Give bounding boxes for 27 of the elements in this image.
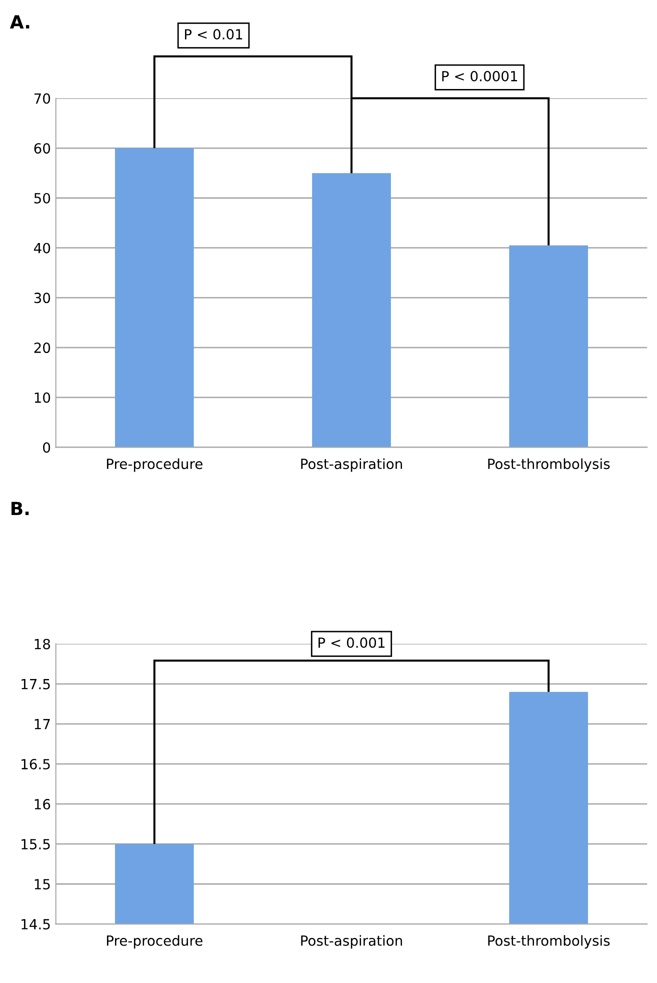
y-tick-label: 20 bbox=[34, 342, 50, 354]
text: P < 0.0001 bbox=[442, 70, 518, 82]
y-tick-label: 16.5 bbox=[22, 758, 50, 770]
x-tick-label: Pre-procedure bbox=[106, 458, 202, 472]
text: P < 0.01 bbox=[185, 29, 242, 40]
y-tick-label: 15.5 bbox=[22, 839, 50, 850]
annotation: P < 0.001 bbox=[318, 637, 385, 648]
y-tick-label: 15 bbox=[34, 879, 50, 890]
y-tick-label: 50 bbox=[34, 192, 50, 204]
y-tick-label: 60 bbox=[34, 143, 50, 154]
chart-title: B. bbox=[12, 502, 29, 516]
y-tick-label: 16 bbox=[34, 798, 50, 810]
y-tick-label: 10 bbox=[34, 392, 50, 403]
y-tick-label: 0 bbox=[43, 442, 50, 453]
y-tick-label: 14.5 bbox=[22, 919, 50, 930]
x-tick-label: Pre-procedure bbox=[106, 935, 202, 949]
y-tick-label: 17.5 bbox=[22, 679, 50, 690]
chart-title: A. bbox=[10, 15, 30, 28]
y-tick-label: 30 bbox=[34, 292, 50, 304]
x-tick-label: Post-aspiration bbox=[301, 935, 402, 949]
y-tick-label: 18 bbox=[34, 638, 50, 650]
y-tick-label: 40 bbox=[34, 242, 50, 254]
x-tick-label: Post-aspiration bbox=[301, 458, 402, 472]
y-tick-label: 17 bbox=[34, 719, 50, 730]
y-tick-label: 70 bbox=[34, 93, 50, 104]
x-tick-label: Post-thrombolysis bbox=[488, 935, 610, 949]
x-tick-label: Post-thrombolysis bbox=[488, 458, 610, 472]
